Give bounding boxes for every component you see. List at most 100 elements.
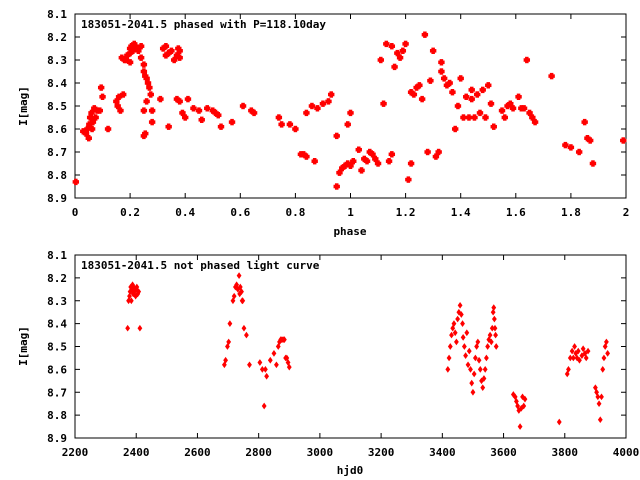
data-point bbox=[350, 158, 357, 165]
data-point bbox=[137, 54, 145, 61]
data-point bbox=[493, 343, 499, 350]
data-point bbox=[477, 366, 483, 373]
data-point bbox=[278, 121, 285, 128]
data-point bbox=[597, 416, 603, 424]
x-tick-label: 2 bbox=[623, 206, 630, 219]
y-tick-label: 8.5 bbox=[47, 341, 67, 354]
data-point bbox=[599, 393, 604, 401]
data-point bbox=[72, 178, 80, 186]
data-point bbox=[454, 338, 459, 346]
data-point bbox=[124, 52, 131, 59]
data-point bbox=[484, 354, 489, 362]
data-point bbox=[472, 354, 478, 362]
data-point bbox=[604, 338, 609, 346]
data-point bbox=[264, 372, 270, 380]
y-tick-label: 8.6 bbox=[47, 363, 67, 376]
data-point bbox=[263, 366, 268, 373]
data-point bbox=[247, 361, 252, 369]
data-point bbox=[566, 366, 571, 373]
data-point bbox=[440, 75, 448, 82]
y-axis-title: I[mag] bbox=[17, 86, 30, 126]
data-point bbox=[179, 109, 186, 117]
data-point bbox=[471, 370, 477, 378]
x-tick-label: 2200 bbox=[62, 446, 89, 459]
y-tick-label: 8.3 bbox=[47, 295, 67, 308]
data-point bbox=[129, 285, 135, 293]
data-point bbox=[457, 75, 464, 82]
data-point bbox=[84, 125, 91, 133]
data-point bbox=[157, 95, 164, 103]
data-point bbox=[366, 148, 373, 156]
data-point bbox=[165, 49, 172, 57]
data-point bbox=[585, 347, 591, 355]
data-point bbox=[212, 109, 219, 117]
y-tick-label: 8.9 bbox=[47, 192, 67, 205]
data-point bbox=[410, 91, 418, 98]
data-point bbox=[237, 290, 243, 298]
data-point bbox=[128, 297, 134, 305]
data-point bbox=[380, 100, 387, 107]
data-point bbox=[82, 130, 90, 137]
data-point bbox=[88, 109, 95, 117]
data-point bbox=[236, 272, 242, 279]
data-point bbox=[405, 176, 412, 183]
data-point bbox=[438, 59, 445, 66]
data-point bbox=[344, 121, 351, 128]
data-point bbox=[267, 356, 273, 364]
data-point bbox=[562, 141, 569, 149]
data-point bbox=[142, 130, 149, 137]
data-point bbox=[275, 114, 283, 121]
data-point bbox=[129, 47, 137, 54]
data-point bbox=[165, 123, 172, 130]
data-point bbox=[234, 281, 240, 289]
data-point bbox=[548, 72, 555, 80]
data-point bbox=[113, 98, 120, 105]
data-point bbox=[468, 86, 475, 94]
data-point bbox=[374, 160, 382, 167]
data-point bbox=[521, 402, 527, 410]
y-tick-label: 8.9 bbox=[47, 432, 67, 445]
data-point bbox=[143, 75, 150, 82]
data-point bbox=[475, 338, 481, 346]
data-point bbox=[339, 164, 346, 172]
data-point bbox=[418, 95, 426, 103]
data-point bbox=[479, 86, 486, 94]
data-point bbox=[466, 347, 472, 355]
data-point bbox=[347, 162, 354, 169]
y-tick-label: 8.1 bbox=[47, 8, 67, 21]
data-point bbox=[556, 418, 562, 426]
data-point bbox=[569, 347, 575, 355]
data-point bbox=[388, 151, 396, 158]
data-point bbox=[132, 43, 139, 50]
data-point bbox=[228, 118, 236, 126]
data-point bbox=[520, 105, 528, 112]
data-point bbox=[336, 169, 343, 176]
data-point bbox=[286, 121, 294, 128]
data-point bbox=[435, 148, 442, 156]
data-point bbox=[476, 109, 484, 117]
data-point bbox=[394, 49, 401, 57]
data-point bbox=[134, 283, 140, 291]
data-point bbox=[595, 393, 601, 401]
data-point bbox=[355, 146, 362, 153]
x-tick-label: 4000 bbox=[613, 446, 640, 459]
data-point bbox=[248, 107, 255, 114]
data-point bbox=[451, 125, 459, 133]
data-point bbox=[523, 56, 531, 64]
data-point bbox=[80, 128, 87, 135]
data-point bbox=[314, 105, 321, 112]
data-point bbox=[468, 95, 475, 103]
data-point bbox=[281, 336, 287, 343]
data-point bbox=[227, 320, 233, 327]
data-point bbox=[504, 102, 511, 110]
data-point bbox=[432, 153, 440, 160]
data-point bbox=[333, 132, 340, 140]
data-point bbox=[162, 43, 170, 50]
data-point bbox=[122, 56, 130, 64]
data-point bbox=[372, 155, 379, 163]
data-point bbox=[209, 107, 216, 114]
data-point bbox=[146, 84, 153, 91]
data-point bbox=[91, 105, 98, 112]
data-point bbox=[487, 100, 495, 107]
data-point bbox=[328, 91, 335, 98]
